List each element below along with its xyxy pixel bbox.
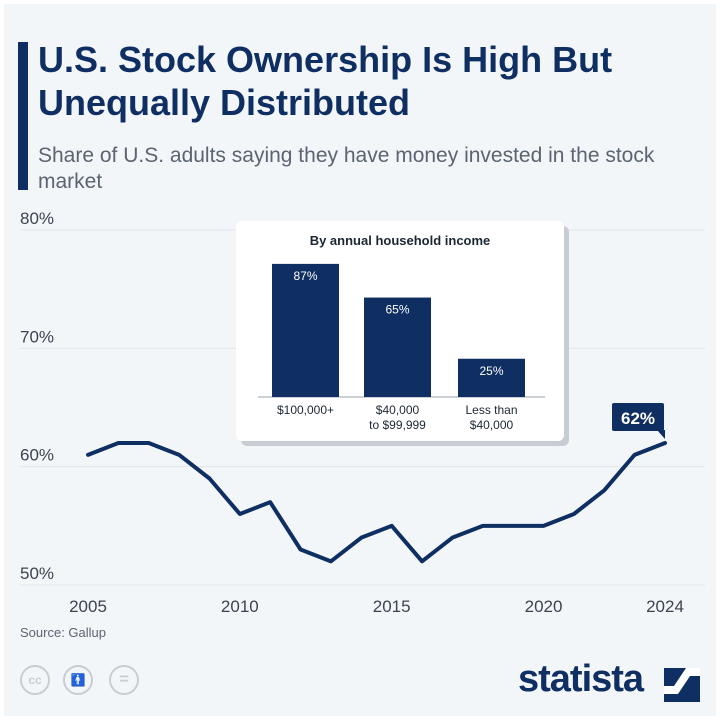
inset-bar — [272, 263, 339, 397]
inset-title: By annual household income — [310, 233, 491, 248]
statista-logo-text: statista — [518, 658, 644, 700]
line-series — [86, 441, 667, 564]
inset-category-label: $40,000 — [376, 403, 420, 417]
inset-bar — [458, 358, 525, 397]
inset-category-label: $100,000+ — [277, 403, 334, 417]
cc-icon[interactable]: cc — [20, 665, 50, 695]
x-tick-label: 2010 — [221, 597, 259, 616]
title-accent-bar — [18, 42, 28, 190]
y-tick-label: 70% — [20, 327, 54, 346]
annotation-pointer — [657, 430, 665, 439]
annotation-callout — [612, 403, 664, 431]
x-tick-label: 2020 — [525, 597, 563, 616]
page-title: U.S. Stock Ownership Is High But Unequal… — [38, 39, 613, 123]
y-tick-label: 60% — [20, 446, 54, 465]
statista-logo-icon — [664, 668, 700, 702]
nd-icon[interactable]: = — [109, 665, 139, 695]
inset-category-label: $40,000 — [470, 418, 514, 432]
x-tick-label: 2005 — [69, 597, 107, 616]
source-note: Source: Gallup — [20, 625, 106, 640]
inset-category-label: to $99,999 — [369, 418, 426, 432]
inset-bar-label: 65% — [385, 303, 409, 317]
x-tick-label: 2015 — [373, 597, 411, 616]
page-subtitle: Share of U.S. adults saying they have mo… — [38, 144, 655, 193]
inset-bar-label: 87% — [293, 269, 317, 283]
annotation-label: 62% — [621, 409, 655, 428]
statista-logo[interactable]: statista — [518, 658, 700, 702]
inset-bar — [364, 297, 431, 397]
x-tick-label: 2024 — [646, 597, 684, 616]
y-tick-label: 80% — [20, 209, 54, 228]
inset-category-label: Less than — [465, 403, 517, 417]
by-icon[interactable]: 🚹 — [63, 665, 93, 695]
y-tick-label: 50% — [20, 564, 54, 583]
inset-bar-label: 25% — [479, 364, 503, 378]
